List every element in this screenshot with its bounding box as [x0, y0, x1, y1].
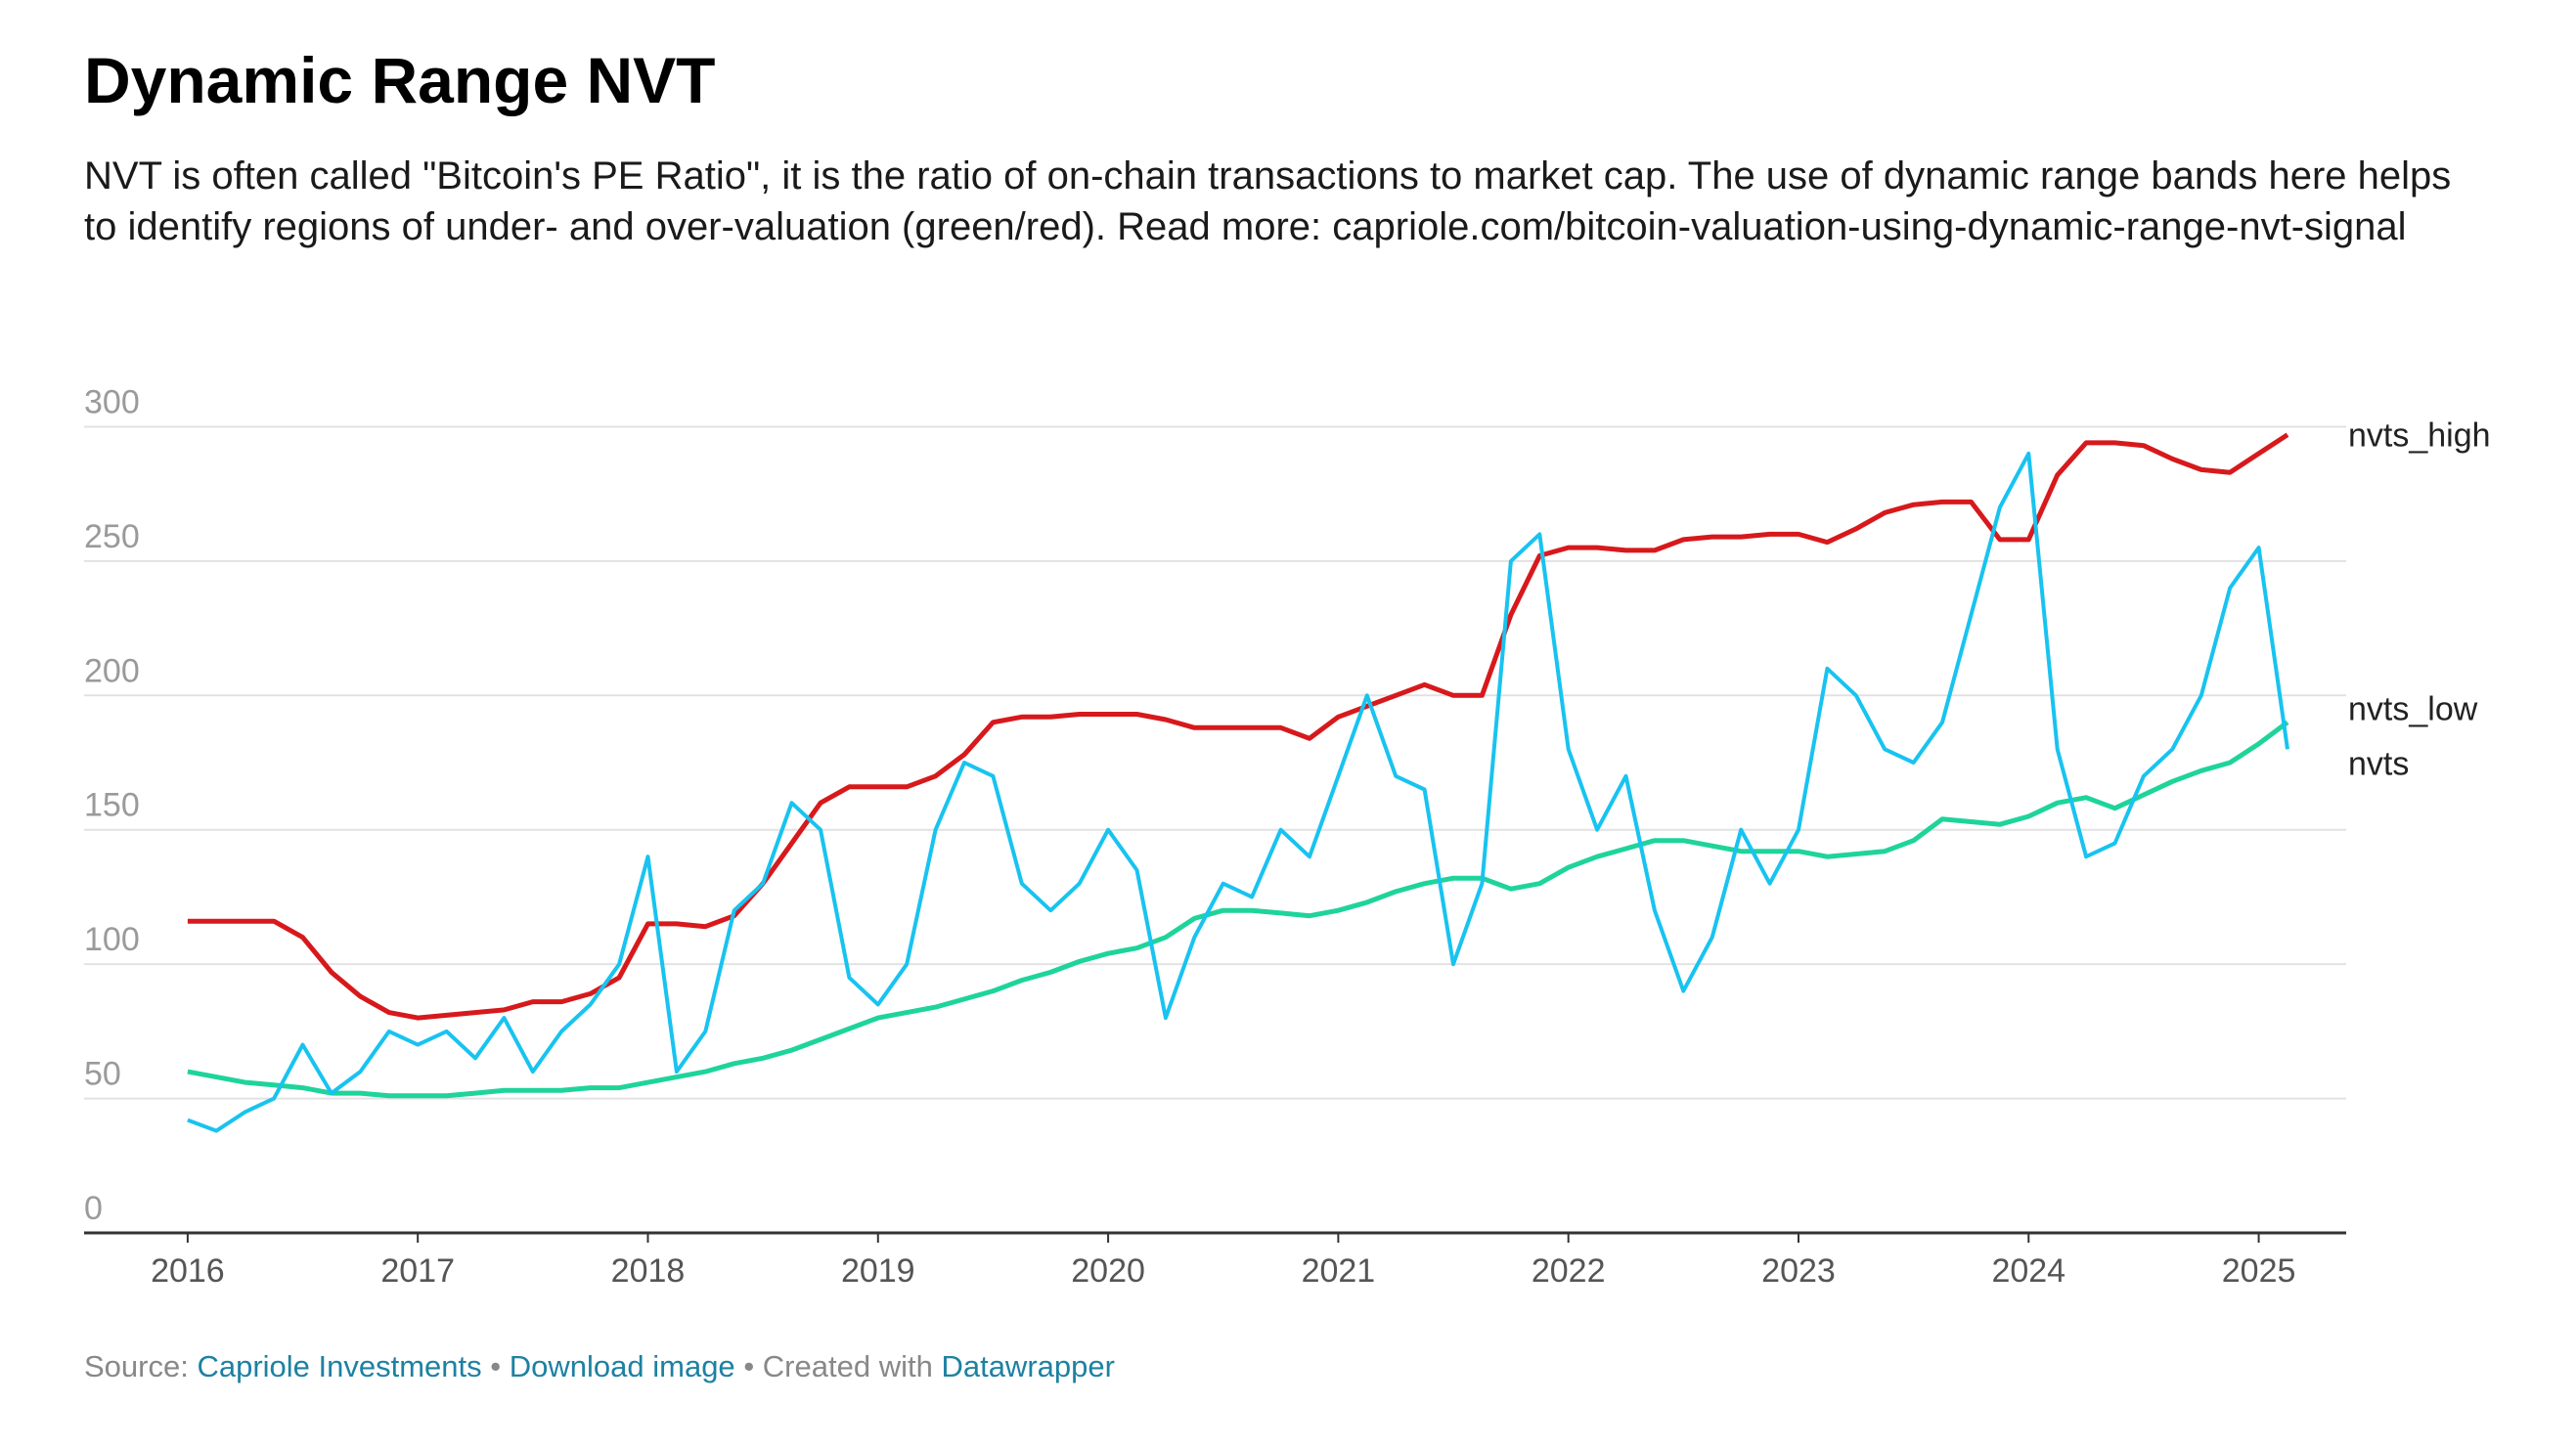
- x-tick-label: 2022: [1532, 1252, 1606, 1290]
- x-tick-label: 2017: [380, 1252, 455, 1290]
- series-label: nvts: [2348, 746, 2409, 783]
- chart-subtitle: NVT is often called "Bitcoin's PE Ratio"…: [84, 154, 2452, 248]
- tool-link[interactable]: Datawrapper: [941, 1349, 1115, 1383]
- chart: 0 50 100 150 200 250 300 2016 2017 2018 2019 2020 20…: [84, 383, 2491, 1290]
- x-tick-label: 2023: [1761, 1252, 1836, 1290]
- footer: Source: Capriole Investments • Download …: [84, 1349, 1115, 1384]
- separator: •: [743, 1349, 755, 1383]
- source-label: Source:: [84, 1349, 189, 1383]
- y-tick-label: 0: [84, 1190, 103, 1227]
- y-tick-label: 200: [84, 652, 140, 689]
- chart-title: Dynamic Range NVT: [84, 44, 716, 116]
- y-tick-label: 300: [84, 383, 140, 420]
- y-tick-label: 150: [84, 787, 140, 824]
- x-tick-label: 2024: [1991, 1252, 2065, 1290]
- x-tick-label: 2018: [611, 1252, 686, 1290]
- created-label: Created with: [762, 1349, 933, 1383]
- x-tick-label: 2025: [2222, 1252, 2296, 1290]
- x-tick-label: 2019: [841, 1252, 915, 1290]
- y-tick-label: 100: [84, 921, 140, 958]
- source-link[interactable]: Capriole Investments: [197, 1349, 482, 1383]
- line-nvts: [187, 451, 2289, 1133]
- x-tick-label: 2016: [151, 1252, 225, 1290]
- series-label: nvts_low: [2348, 691, 2478, 728]
- line-nvts-low: [187, 720, 2289, 1099]
- x-tick-label: 2021: [1302, 1252, 1376, 1290]
- separator: •: [490, 1349, 502, 1383]
- line-nvts-high: [187, 432, 2289, 1021]
- y-tick-label: 250: [84, 518, 140, 555]
- series-label: nvts_high: [2348, 417, 2491, 455]
- download-link[interactable]: Download image: [509, 1349, 735, 1383]
- x-tick-label: 2020: [1071, 1252, 1145, 1290]
- y-tick-label: 50: [84, 1056, 121, 1093]
